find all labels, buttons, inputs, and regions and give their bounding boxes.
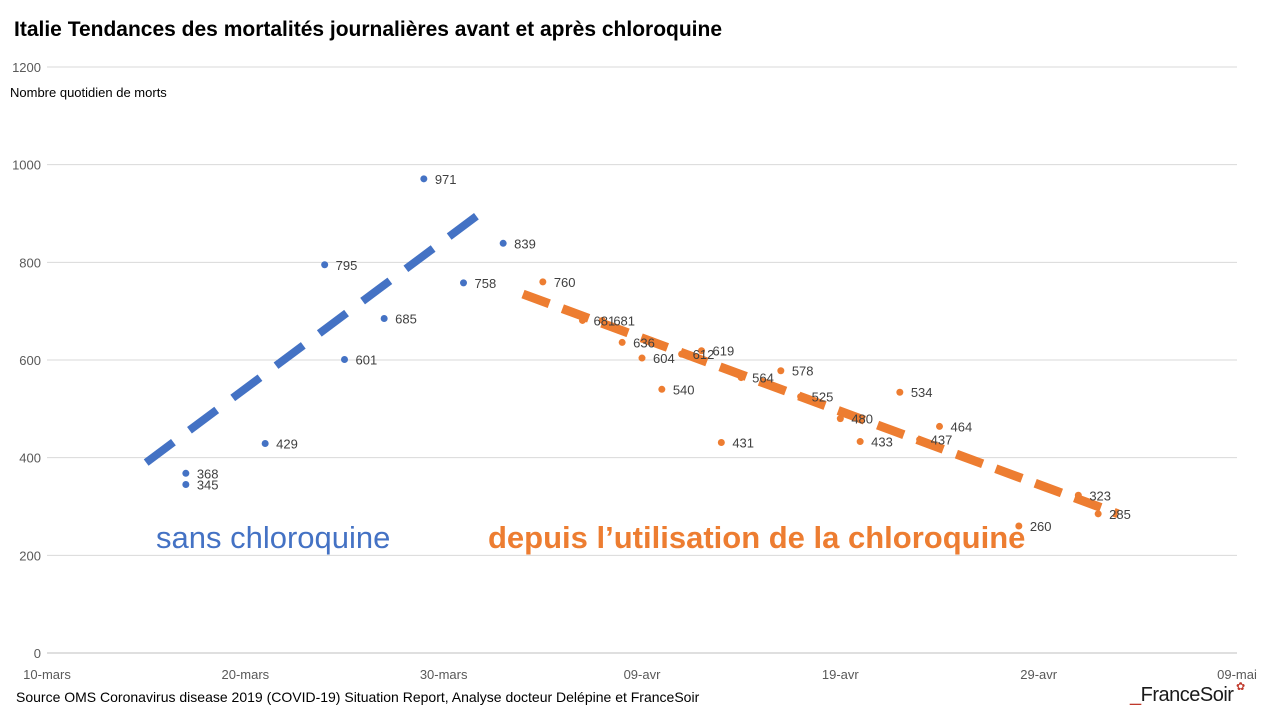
trend-line-sans bbox=[143, 207, 486, 466]
data-label-avec-14: 534 bbox=[911, 385, 933, 400]
data-label-sans-6: 971 bbox=[435, 172, 457, 187]
point-avec-15 bbox=[916, 436, 924, 444]
data-label-avec-3: 636 bbox=[633, 335, 655, 350]
data-label-avec-2: 681 bbox=[613, 313, 635, 328]
y-tick-label-200: 200 bbox=[19, 548, 41, 563]
x-tick-label-09-avr: 09-avr bbox=[624, 667, 662, 682]
point-avec-14 bbox=[896, 388, 904, 396]
point-avec-3 bbox=[618, 338, 626, 346]
x-tick-label-29-avr: 29-avr bbox=[1020, 667, 1058, 682]
data-label-avec-9: 564 bbox=[752, 371, 774, 386]
data-label-sans-8: 839 bbox=[514, 236, 536, 251]
data-points bbox=[182, 175, 1102, 530]
data-label-sans-3: 795 bbox=[336, 258, 358, 273]
data-label-avec-4: 604 bbox=[653, 351, 675, 366]
point-sans-3 bbox=[321, 261, 329, 269]
logo-text: FranceSoir bbox=[1140, 684, 1234, 706]
data-label-avec-5: 540 bbox=[673, 382, 695, 397]
data-label-sans-4: 601 bbox=[356, 353, 378, 368]
y-tick-label-0: 0 bbox=[34, 646, 41, 661]
data-label-sans-0: 368 bbox=[197, 466, 219, 481]
point-sans-1 bbox=[182, 481, 190, 489]
data-label-avec-12: 480 bbox=[851, 412, 873, 427]
y-tick-label-800: 800 bbox=[19, 255, 41, 270]
y-axis-ticks: 0 200 400 600 800 1000 1200 bbox=[12, 60, 41, 661]
data-label-avec-19: 285 bbox=[1109, 507, 1131, 522]
x-axis-ticks: 10-mars 20-mars 30-mars 09-avr 19-avr 29-avr 0… bbox=[23, 667, 1257, 682]
point-avec-5 bbox=[658, 385, 666, 393]
logo-mark-icon: ✿ bbox=[1236, 681, 1245, 693]
point-avec-9 bbox=[737, 374, 745, 382]
data-label-avec-13: 433 bbox=[871, 435, 893, 450]
point-sans-7 bbox=[460, 279, 467, 287]
point-avec-4 bbox=[638, 354, 646, 362]
point-sans-0 bbox=[182, 469, 190, 477]
x-tick-label-19-avr: 19-avr bbox=[822, 667, 860, 682]
data-label-avec-16: 464 bbox=[951, 419, 973, 434]
data-label-sans-7: 758 bbox=[475, 276, 497, 291]
annotation-sans-chloroquine: sans chloroquine bbox=[156, 520, 390, 555]
annotation-avec-chloroquine: depuis l’utilisation de la chloroquine bbox=[488, 520, 1025, 555]
point-sans-4 bbox=[341, 356, 348, 364]
point-avec-6 bbox=[678, 350, 686, 358]
point-avec-7 bbox=[698, 347, 705, 355]
point-avec-1 bbox=[579, 316, 586, 324]
y-tick-label-1200: 1200 bbox=[12, 60, 41, 75]
point-avec-13 bbox=[856, 438, 864, 446]
point-sans-2 bbox=[261, 440, 269, 448]
point-avec-0 bbox=[539, 278, 547, 286]
data-label-avec-0: 760 bbox=[554, 275, 576, 290]
y-tick-label-1000: 1000 bbox=[12, 158, 41, 173]
point-avec-16 bbox=[936, 422, 943, 430]
chart-title: Italie Tendances des mortalités journali… bbox=[14, 18, 723, 41]
point-sans-5 bbox=[380, 314, 388, 322]
point-sans-8 bbox=[499, 239, 507, 247]
x-tick-label-09-mai: 09-mai bbox=[1217, 667, 1257, 682]
data-label-avec-17: 260 bbox=[1030, 519, 1052, 534]
source-note: Source OMS Coronavirus disease 2019 (COV… bbox=[16, 689, 700, 705]
data-label-avec-10: 578 bbox=[792, 364, 814, 379]
data-labels: 3683454297956016859717588397606816816366… bbox=[197, 172, 1131, 534]
x-tick-label-30-mars: 30-mars bbox=[420, 667, 468, 682]
point-avec-11 bbox=[797, 393, 805, 401]
point-avec-17 bbox=[1015, 522, 1023, 530]
trend-lines bbox=[143, 207, 1120, 519]
data-label-avec-6: 612 bbox=[693, 347, 715, 362]
data-label-sans-1: 345 bbox=[197, 478, 219, 493]
point-avec-18 bbox=[1074, 491, 1082, 499]
point-avec-2 bbox=[598, 316, 606, 324]
data-label-avec-7: 619 bbox=[713, 344, 735, 359]
data-label-avec-1: 681 bbox=[594, 313, 616, 328]
trend-line-avec bbox=[521, 289, 1120, 519]
point-sans-6 bbox=[420, 175, 428, 183]
x-tick-label-20-mars: 20-mars bbox=[221, 667, 269, 682]
x-tick-label-10-mars: 10-mars bbox=[23, 667, 71, 682]
data-label-sans-5: 685 bbox=[395, 311, 417, 326]
data-label-avec-8: 431 bbox=[732, 436, 754, 451]
y-axis-label: Nombre quotidien de morts bbox=[10, 85, 167, 100]
data-label-avec-11: 525 bbox=[812, 390, 834, 405]
francesoir-logo: _FranceSoir ✿ bbox=[1130, 681, 1245, 707]
data-label-sans-2: 429 bbox=[276, 437, 298, 452]
y-tick-label-400: 400 bbox=[19, 451, 41, 466]
point-avec-19 bbox=[1094, 510, 1102, 518]
point-avec-12 bbox=[836, 415, 844, 423]
y-tick-label-600: 600 bbox=[19, 353, 41, 368]
data-label-avec-18: 323 bbox=[1089, 488, 1111, 503]
data-label-avec-15: 437 bbox=[931, 433, 953, 448]
point-avec-10 bbox=[777, 367, 785, 375]
point-avec-8 bbox=[717, 439, 725, 447]
